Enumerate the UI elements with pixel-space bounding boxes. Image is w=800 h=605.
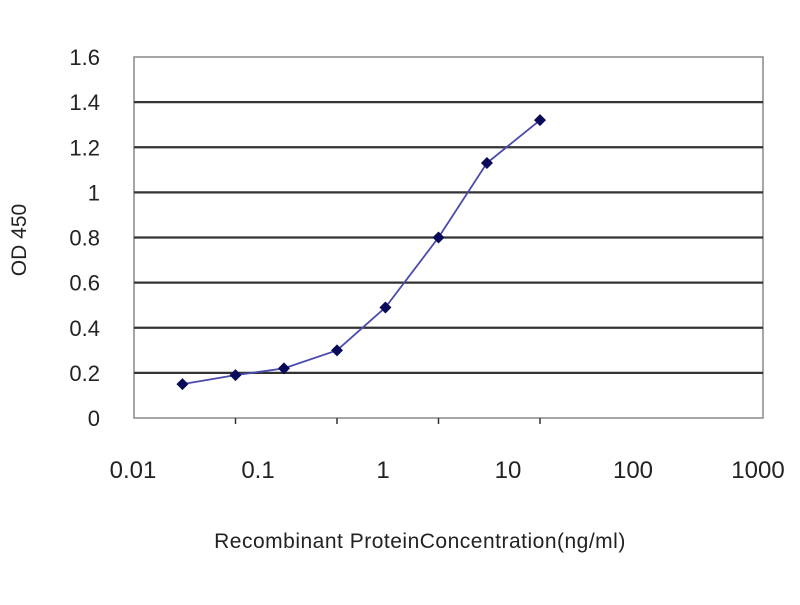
y-tick-label: 0.8 [69,226,100,251]
data-point [534,114,546,127]
y-tick-label: 0 [88,406,100,431]
x-tick-label: 100 [613,457,653,484]
x-tick-label: 10 [495,457,522,484]
y-tick-label: 1 [88,180,100,205]
data-point [331,344,343,357]
y-tick-label: 1.2 [69,135,100,160]
data-point [480,157,493,170]
data-point [229,369,242,382]
x-axis-label: Recombinant ProteinConcentration(ng/ml) [214,530,626,553]
y-axis-label: OD 450 [8,204,31,276]
y-tick-label: 0.6 [69,271,100,296]
x-tick-labels: 0.01 0.1 1 10 100 1000 [110,457,785,484]
x-tick-label: 0.1 [241,457,274,484]
y-tick-label: 1.4 [69,90,100,115]
y-tick-labels: 0 0.2 0.4 0.6 0.8 1 1.2 1.4 1.6 [69,45,100,431]
x-tick-label: 0.01 [110,457,157,484]
y-tick-label: 0.2 [69,361,100,386]
y-tick-label: 0.4 [69,316,100,341]
x-tick-label: 1000 [731,457,784,484]
data-point [432,231,445,244]
data-point [277,362,290,375]
data-point [379,301,392,314]
data-point [176,378,189,391]
x-tick-label: 1 [376,457,389,484]
series-line [182,119,541,386]
y-tick-label: 1.6 [69,45,100,70]
series [176,114,546,391]
